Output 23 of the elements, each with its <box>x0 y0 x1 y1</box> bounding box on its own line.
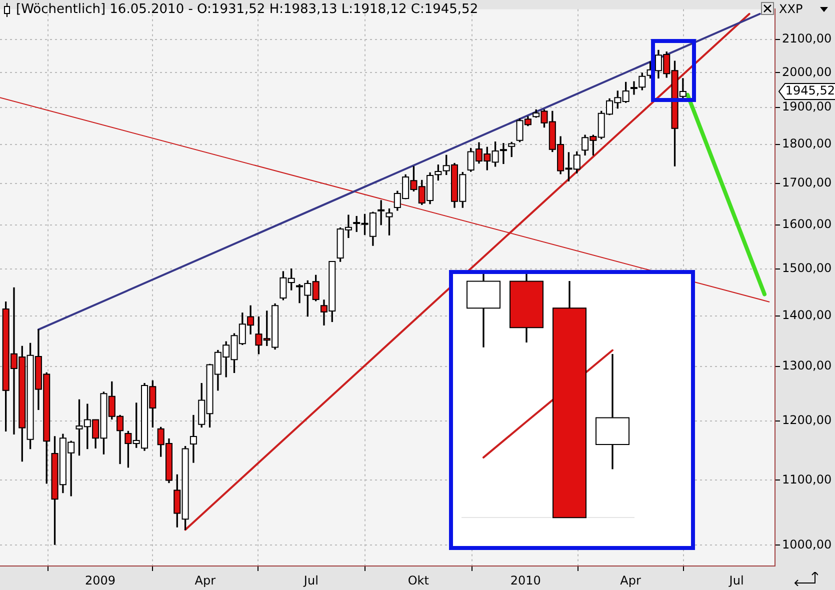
y-tick-label: 1200,00 <box>782 413 832 428</box>
x-tick-label: Jul <box>302 573 318 588</box>
y-tick-label: 1100,00 <box>782 472 832 486</box>
y-tick-label: 1500,00 <box>782 260 832 275</box>
text: XXP <box>779 2 803 16</box>
x-tick-label: Apr <box>194 573 216 588</box>
y-tick-label: 1700,00 <box>782 176 832 190</box>
y-tick-label: 1900,00 <box>782 100 832 114</box>
x-tick-label: Apr <box>620 573 641 588</box>
y-tick-label: 1400,00 <box>782 308 832 322</box>
y-tick-label: 1800,00 <box>782 136 832 151</box>
x-tick-label: 2010 <box>510 573 541 588</box>
chart-title: [Wöchentlich] 16.05.2010 - O:1931,52 H:1983,13 L:1918,12 C:1945,52 <box>16 2 478 17</box>
candlestick <box>596 354 630 470</box>
y-tick-label: 2000,00 <box>782 64 832 79</box>
y-tick-label: 1600,00 <box>782 216 832 231</box>
y-tick-label: 1300,00 <box>782 358 832 372</box>
x-tick-label: Okt <box>408 573 430 588</box>
text: 1945,52 <box>785 84 835 98</box>
x-tick-label: 2009 <box>84 573 116 588</box>
y-tick-label: 2100,00 <box>782 31 832 46</box>
y-tick-label: 1000,00 <box>782 537 832 552</box>
x-tick-label: Jul <box>728 573 744 588</box>
